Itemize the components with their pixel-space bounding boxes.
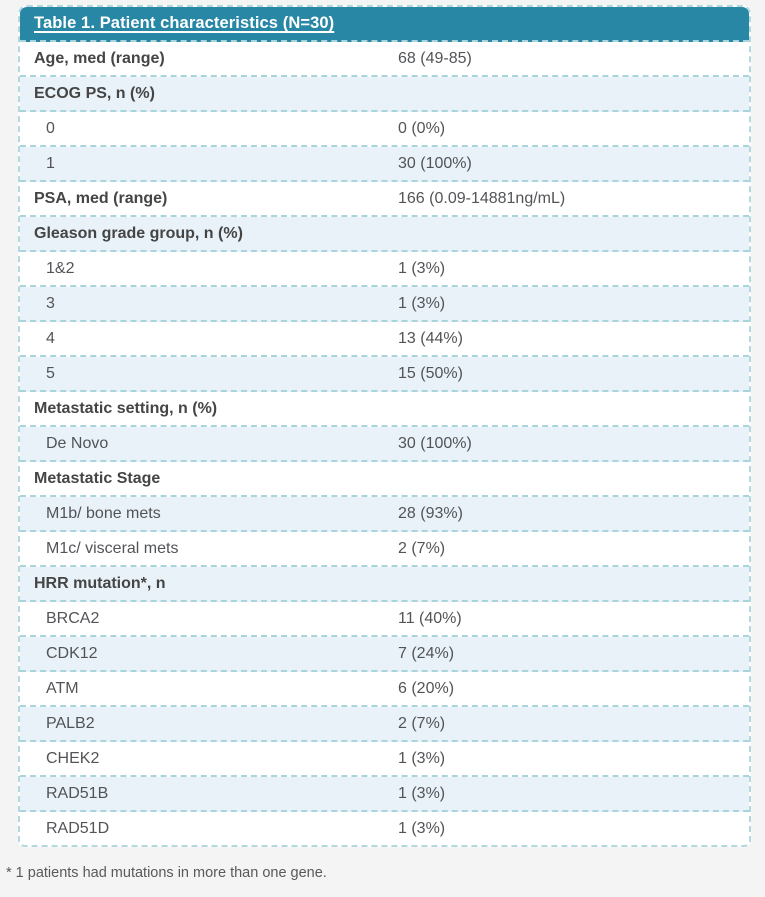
row-value: 0 (0%): [398, 119, 446, 137]
table-row: ATM 6 (20%): [20, 672, 749, 707]
row-label: Gleason grade group, n (%): [34, 224, 243, 242]
table-row: Gleason grade group, n (%): [20, 217, 749, 252]
row-value: 2 (7%): [398, 714, 446, 732]
row-value: 166 (0.09-14881ng/mL): [398, 189, 566, 207]
row-label: HRR mutation*, n: [34, 574, 166, 592]
table-row: Metastatic Stage: [20, 462, 749, 497]
row-label: 0: [46, 119, 55, 137]
row-label: 1&2: [46, 259, 75, 277]
row-label: ATM: [46, 679, 79, 697]
table-row: CHEK2 1 (3%): [20, 742, 749, 777]
row-label: 5: [46, 364, 55, 382]
row-value: 68 (49-85): [398, 49, 472, 67]
table-row: 4 13 (44%): [20, 322, 749, 357]
row-label: M1c/ visceral mets: [46, 539, 179, 557]
row-value: 6 (20%): [398, 679, 455, 697]
row-value: 28 (93%): [398, 504, 463, 522]
table-row: PSA, med (range) 166 (0.09-14881ng/mL): [20, 182, 749, 217]
row-label: De Novo: [46, 434, 109, 452]
row-label: BRCA2: [46, 609, 100, 627]
row-value: 30 (100%): [398, 434, 472, 452]
table-row: RAD51B 1 (3%): [20, 777, 749, 812]
table-row: BRCA2 11 (40%): [20, 602, 749, 637]
row-label: PSA, med (range): [34, 189, 168, 207]
row-value: 13 (44%): [398, 329, 463, 347]
row-value: 30 (100%): [398, 154, 472, 172]
table-row: M1c/ visceral mets 2 (7%): [20, 532, 749, 567]
row-label: CHEK2: [46, 749, 100, 767]
row-label: M1b/ bone mets: [46, 504, 161, 522]
table-row: PALB2 2 (7%): [20, 707, 749, 742]
row-label: 4: [46, 329, 55, 347]
row-value: 1 (3%): [398, 294, 446, 312]
row-value: 1 (3%): [398, 784, 446, 802]
table-row: 5 15 (50%): [20, 357, 749, 392]
row-value: 1 (3%): [398, 259, 446, 277]
table-row: 1&2 1 (3%): [20, 252, 749, 287]
row-label: Metastatic Stage: [34, 469, 161, 487]
table-row: Metastatic setting, n (%): [20, 392, 749, 427]
table-row: 0 0 (0%): [20, 112, 749, 147]
row-label: ECOG PS, n (%): [34, 84, 155, 102]
table-row: Age, med (range) 68 (49-85): [20, 42, 749, 77]
row-value: 2 (7%): [398, 539, 446, 557]
row-value: 15 (50%): [398, 364, 463, 382]
row-label: CDK12: [46, 644, 98, 662]
row-value: 11 (40%): [398, 609, 462, 627]
row-label: RAD51D: [46, 819, 110, 837]
row-label: Age, med (range): [34, 49, 165, 67]
table-row: CDK12 7 (24%): [20, 637, 749, 672]
row-label: Metastatic setting, n (%): [34, 399, 218, 417]
row-label: 3: [46, 294, 55, 312]
table-footnote: * 1 patients had mutations in more than …: [6, 865, 327, 881]
table-header: Table 1. Patient characteristics (N=30): [20, 7, 749, 42]
row-label: 1: [46, 154, 55, 172]
row-value: 1 (3%): [398, 819, 446, 837]
table-row: 3 1 (3%): [20, 287, 749, 322]
table-row: ECOG PS, n (%): [20, 77, 749, 112]
table-row: HRR mutation*, n: [20, 567, 749, 602]
row-value: 1 (3%): [398, 749, 446, 767]
row-value: 7 (24%): [398, 644, 455, 662]
table-row: De Novo 30 (100%): [20, 427, 749, 462]
row-label: PALB2: [46, 714, 95, 732]
table-body: Age, med (range) 68 (49-85) ECOG PS, n (…: [20, 42, 749, 845]
table-row: M1b/ bone mets 28 (93%): [20, 497, 749, 532]
table-row: RAD51D 1 (3%): [20, 812, 749, 845]
table-row: 1 30 (100%): [20, 147, 749, 182]
row-label: RAD51B: [46, 784, 109, 802]
table-title: Table 1. Patient characteristics (N=30): [34, 14, 335, 32]
patient-characteristics-table: Table 1. Patient characteristics (N=30) …: [18, 5, 751, 847]
